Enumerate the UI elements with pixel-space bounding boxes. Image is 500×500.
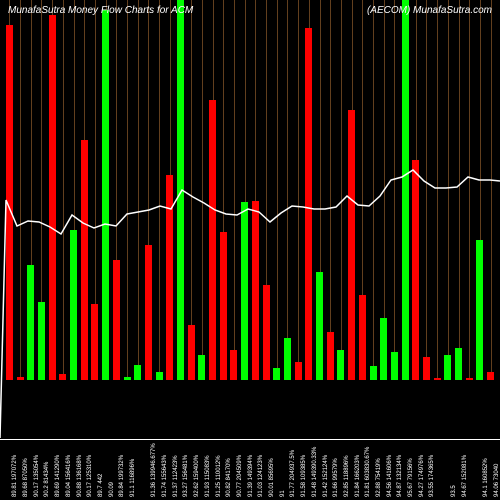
x-label: 91.84 166203% [355, 438, 357, 498]
x-label: 91.81 603830.67% [365, 438, 367, 498]
x-label: 91.1 116896% [130, 438, 132, 498]
x-label: 90.17 135054% [34, 438, 36, 498]
x-label: 94.56 141606% [387, 438, 389, 498]
x-label: 91.39 149394% [248, 438, 250, 498]
x-label: 92.88 75419% [376, 438, 378, 498]
x-label: 91 [280, 438, 282, 498]
price-polyline [0, 170, 500, 438]
x-label: 91.25 110012% [216, 438, 218, 498]
x-label: 92.62 159400% [194, 438, 196, 498]
x-axis-labels: 89.81 197072% 89.68 87050% 90.17 135054% 90… [0, 440, 500, 500]
x-label: 91.03 124123% [258, 438, 260, 498]
chart-title: MunafaSutra Money Flow Charts for ACM (A… [8, 5, 492, 16]
x-label: 91.66 99579% [333, 438, 335, 498]
x-label: 94.06 73040 [494, 438, 496, 498]
x-label: 91.37 112423% [173, 438, 175, 498]
x-label: 89.69 141290% [55, 438, 57, 498]
x-label: 94.1 160852% [483, 438, 485, 498]
x-label: 95.67 79156% [408, 438, 410, 498]
x-label: 90.01 85695% [269, 438, 271, 498]
x-label: 94.67 152081% [462, 438, 464, 498]
x-label: 91.42 152124% [323, 438, 325, 498]
x-label: 91.93 115083% [205, 438, 207, 498]
x-label: 90.09 [109, 438, 111, 498]
x-label: 89.7 442 [98, 438, 100, 498]
price-line [0, 0, 500, 440]
x-label: 90.82 84170% [226, 438, 228, 498]
x-label: 89.81 197072% [12, 438, 14, 498]
title-right: (AECOM) MunafaSutra.com [367, 5, 492, 16]
x-label: 89.68 87050% [23, 438, 25, 498]
x-label: 90.2 81434% [44, 438, 46, 498]
money-flow-chart: MunafaSutra Money Flow Charts for ACM (A… [0, 0, 500, 500]
x-label: 90.88 136168% [77, 438, 79, 498]
x-label: 91.74 155643% [162, 438, 164, 498]
x-label: 91.77 204937.5% [290, 438, 292, 498]
x-label: 94.87 132134% [397, 438, 399, 498]
x-label: 90.77 204509% [237, 438, 239, 498]
x-label: 93.5 [451, 438, 453, 498]
x-label: 91.36 139946.677% [151, 438, 153, 498]
x-label: 93.27 156481% [183, 438, 185, 498]
x-label: 92.85 118896% [344, 438, 346, 498]
x-label: 90.17 125310% [87, 438, 89, 498]
x-label: 91.48 149390.33% [312, 438, 314, 498]
x-label: 94.27 174976% [419, 438, 421, 498]
x-label: 89.84 199732% [119, 438, 121, 498]
title-left: MunafaSutra Money Flow Charts for ACM [8, 5, 193, 16]
x-label: 89.04 156416% [66, 438, 68, 498]
x-label: 93.55 174365% [429, 438, 431, 498]
x-label: 91.58 109385% [301, 438, 303, 498]
